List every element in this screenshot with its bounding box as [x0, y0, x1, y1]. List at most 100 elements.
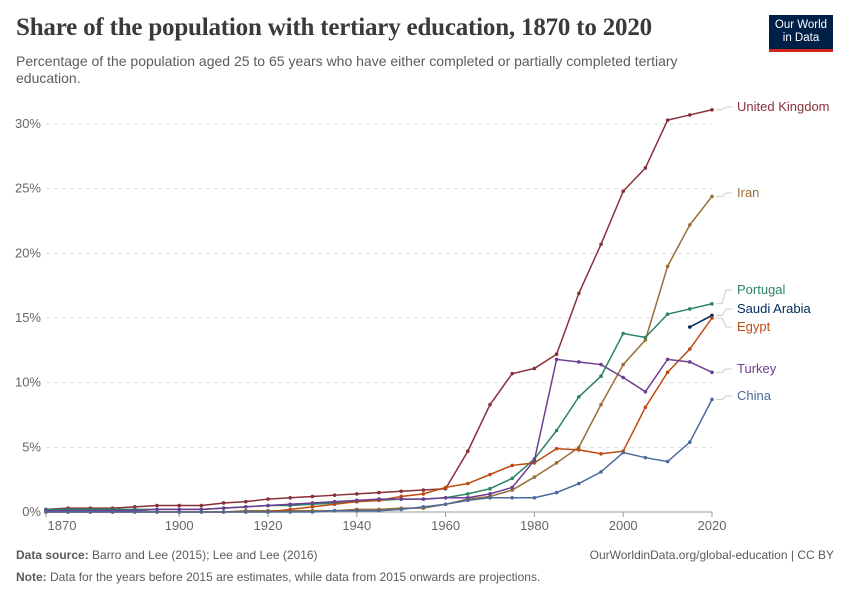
data-point-china	[377, 508, 381, 513]
data-point-portugal	[599, 374, 603, 379]
data-point-turkey	[466, 495, 470, 500]
data-point-united-kingdom	[710, 107, 714, 112]
x-tick-label: 1960	[431, 518, 460, 533]
data-point-united-kingdom	[377, 490, 381, 495]
data-point-turkey	[421, 497, 426, 501]
data-point-egypt	[510, 463, 514, 468]
data-point-egypt	[688, 347, 692, 351]
data-point-egypt	[310, 505, 315, 509]
data-point-turkey	[532, 458, 537, 463]
owid-logo[interactable]: Our World in Data	[769, 15, 833, 52]
data-point-saudi-arabia	[688, 325, 692, 329]
series-label-egypt: Egypt	[737, 319, 771, 334]
data-point-china	[399, 507, 404, 512]
data-point-china	[488, 495, 492, 500]
data-point-turkey	[443, 495, 448, 500]
data-point-turkey	[155, 507, 159, 512]
data-point-turkey	[310, 501, 315, 505]
data-point-united-kingdom	[399, 489, 404, 494]
data-point-turkey	[554, 357, 559, 362]
data-point-saudi-arabia	[710, 313, 714, 318]
data-point-turkey	[377, 497, 381, 501]
data-point-turkey	[643, 389, 648, 394]
data-point-united-kingdom	[355, 492, 359, 496]
data-point-portugal	[554, 428, 559, 433]
data-point-united-kingdom	[665, 118, 670, 122]
data-point-china	[421, 505, 426, 509]
data-point-turkey	[199, 507, 204, 512]
source-url[interactable]: OurWorldinData.org/global-education | CC…	[589, 548, 834, 562]
x-tick-label: 1920	[254, 518, 283, 533]
x-tick-label: 1980	[520, 518, 549, 533]
data-point-portugal	[665, 312, 670, 316]
data-point-united-kingdom	[510, 371, 514, 376]
data-point-china	[510, 495, 514, 500]
data-point-china	[621, 450, 625, 455]
data-point-egypt	[399, 494, 404, 499]
data-point-egypt	[554, 446, 559, 451]
data-point-turkey	[355, 498, 359, 503]
data-point-china	[577, 481, 581, 486]
data-point-turkey	[577, 360, 581, 364]
series-line-turkey	[46, 358, 713, 512]
data-point-portugal	[688, 307, 692, 311]
data-point-turkey	[399, 497, 404, 501]
data-point-turkey	[177, 507, 181, 512]
series-label-china: China	[737, 388, 772, 403]
label-connector	[716, 395, 732, 400]
data-point-china	[88, 510, 93, 514]
series-line-saudi-arabia	[689, 314, 713, 328]
data-point-iran	[510, 488, 514, 492]
data-point-china	[466, 498, 470, 503]
data-point-united-kingdom	[621, 189, 625, 194]
label-connector	[716, 308, 732, 316]
data-point-united-kingdom	[488, 402, 492, 407]
data-point-china	[133, 510, 137, 514]
data-point-china	[44, 510, 48, 514]
data-point-china	[199, 510, 204, 514]
data-point-china	[244, 510, 248, 514]
data-point-egypt	[643, 405, 648, 410]
series-label-saudi-arabia: Saudi Arabia	[737, 301, 811, 316]
data-point-china	[332, 508, 337, 513]
data-point-china	[288, 510, 293, 514]
data-point-iran	[665, 264, 670, 269]
y-tick-label: 5%	[22, 439, 41, 454]
data-source: Data source: Barro and Lee (2015); Lee a…	[16, 548, 318, 562]
chart-subtitle: Percentage of the population aged 25 to …	[16, 53, 678, 86]
data-point-egypt	[488, 472, 492, 477]
data-point-united-kingdom	[244, 499, 248, 504]
data-point-turkey	[332, 499, 337, 504]
data-point-turkey	[599, 362, 603, 367]
data-point-portugal	[488, 486, 492, 491]
data-point-china	[599, 470, 603, 474]
data-point-china	[155, 510, 159, 514]
y-tick-label: 0%	[22, 504, 41, 519]
data-point-united-kingdom	[421, 488, 426, 492]
data-point-iran	[577, 445, 581, 450]
data-point-iran	[554, 461, 559, 465]
data-point-turkey	[288, 502, 293, 507]
label-connector	[716, 192, 732, 197]
data-point-united-kingdom	[599, 242, 603, 247]
series-label-turkey: Turkey	[737, 361, 777, 376]
label-connector	[716, 289, 732, 305]
data-point-china	[110, 510, 115, 514]
data-point-turkey	[665, 357, 670, 362]
data-point-iran	[643, 338, 648, 342]
x-tick-label: 1940	[342, 518, 371, 533]
y-tick-label: 20%	[15, 245, 41, 260]
data-point-portugal	[710, 301, 714, 306]
data-point-china	[554, 490, 559, 495]
data-point-turkey	[244, 505, 248, 509]
data-point-portugal	[621, 331, 625, 336]
data-point-egypt	[577, 448, 581, 452]
data-point-united-kingdom	[288, 495, 293, 500]
data-point-turkey	[710, 370, 714, 375]
series-line-china	[46, 399, 713, 513]
note-label: Note:	[16, 570, 47, 584]
data-point-united-kingdom	[643, 166, 648, 170]
x-tick-label: 2000	[609, 518, 638, 533]
y-tick-label: 10%	[15, 375, 41, 390]
series-line-united-kingdom	[45, 109, 713, 511]
